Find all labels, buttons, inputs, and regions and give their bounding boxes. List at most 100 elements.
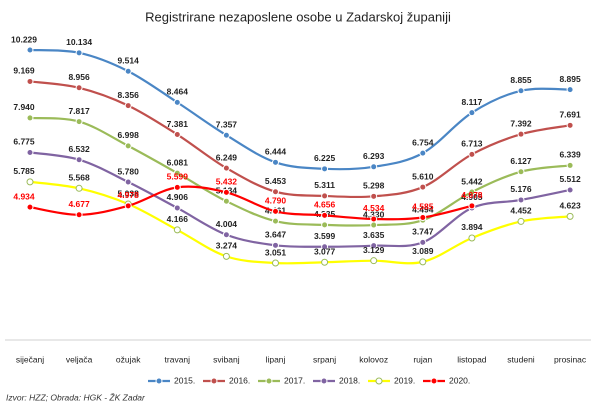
data-point (321, 243, 329, 251)
data-label: 7.817 (68, 106, 90, 116)
data-point (517, 217, 525, 225)
data-point (222, 188, 230, 196)
series-line (29, 151, 571, 248)
x-tick-label: ožujak (116, 354, 141, 364)
x-tick-label: travanj (165, 354, 191, 364)
data-label: 5.176 (510, 184, 532, 194)
data-point (173, 98, 181, 106)
data-point (75, 49, 83, 57)
data-label: 5.453 (265, 176, 287, 186)
data-point (75, 184, 83, 192)
data-point (272, 158, 279, 166)
data-label: 6.081 (167, 157, 189, 167)
data-point (370, 242, 378, 250)
legend-label: 2015. (174, 375, 195, 385)
data-point (222, 252, 230, 260)
data-point (419, 238, 427, 246)
data-point (419, 258, 427, 266)
data-point (468, 188, 476, 196)
data-point (124, 67, 132, 75)
data-label: 6.532 (68, 144, 90, 154)
data-label: 10.134 (66, 37, 92, 47)
x-tick-label: kolovoz (359, 354, 388, 364)
data-point (124, 202, 132, 210)
data-label: 3.051 (265, 247, 287, 257)
data-label: 6.127 (510, 156, 532, 166)
legend-label: 2018. (339, 375, 360, 385)
data-label: 9.514 (118, 55, 140, 65)
data-point (566, 186, 574, 194)
data-point (75, 156, 83, 164)
data-label: 4.330 (363, 209, 385, 219)
data-label: 6.444 (265, 147, 287, 157)
data-label: 8.356 (118, 90, 140, 100)
series-line (29, 185, 473, 221)
data-point (321, 258, 329, 266)
legend-marker (155, 377, 163, 385)
legend-marker (375, 377, 383, 385)
data-point (517, 130, 525, 138)
legend-label: 2017. (284, 375, 305, 385)
data-point (222, 131, 230, 139)
data-point (468, 234, 476, 242)
data-label: 4.166 (167, 214, 189, 224)
data-label: 4.585 (412, 202, 434, 212)
data-label: 9.169 (13, 66, 35, 76)
data-point (566, 161, 574, 169)
source-note: Izvor: HZZ; Obrada: HGK - ŽK Zadar (6, 392, 146, 402)
data-point (468, 150, 476, 158)
data-point (26, 46, 34, 54)
x-tick-label: prosinac (554, 354, 587, 364)
data-label: 6.339 (559, 150, 581, 160)
legend-label: 2016. (229, 375, 250, 385)
data-point (566, 86, 574, 94)
x-tick-label: siječanj (16, 354, 44, 364)
data-point (272, 207, 279, 215)
data-label: 5.512 (559, 174, 581, 184)
data-point (272, 217, 279, 225)
data-label: 5.311 (314, 180, 335, 190)
data-label: 6.713 (461, 139, 483, 149)
data-label: 4.452 (510, 206, 532, 216)
data-label: 6.775 (13, 137, 35, 147)
data-point (75, 118, 83, 126)
x-tick-label: veljača (66, 354, 93, 364)
data-label: 3.089 (412, 246, 434, 256)
data-point (321, 165, 329, 173)
data-label: 3.647 (265, 230, 287, 240)
data-point (222, 231, 230, 239)
data-label: 4.905 (461, 192, 483, 202)
series-line (29, 116, 571, 227)
x-tick-label: svibanj (213, 354, 240, 364)
data-label: 6.225 (314, 153, 336, 163)
data-label: 4.623 (559, 201, 581, 211)
data-label: 4.534 (363, 203, 385, 213)
data-point (468, 202, 476, 210)
data-point (370, 215, 378, 223)
legend-marker (265, 377, 273, 385)
data-point (468, 109, 476, 117)
data-point (124, 102, 132, 110)
data-point (124, 178, 132, 186)
legend-label: 2019. (394, 375, 415, 385)
data-point (419, 183, 427, 191)
data-label: 3.747 (412, 227, 434, 237)
data-label: 5.298 (363, 181, 385, 191)
data-label: 8.855 (510, 75, 532, 85)
data-label: 3.894 (461, 222, 483, 232)
legend-marker (430, 377, 438, 385)
data-label: 4.790 (265, 196, 287, 206)
legend-marker (320, 377, 328, 385)
x-tick-label: srpanj (313, 354, 336, 364)
data-point (26, 203, 34, 211)
data-point (173, 204, 181, 212)
data-label: 4.004 (216, 219, 238, 229)
series-line (29, 80, 571, 199)
data-label: 4.906 (167, 192, 189, 202)
data-point (75, 84, 83, 92)
legend-marker (210, 377, 218, 385)
data-point (272, 241, 279, 249)
data-label: 8.895 (559, 74, 581, 84)
x-tick-label: lipanj (266, 354, 286, 364)
